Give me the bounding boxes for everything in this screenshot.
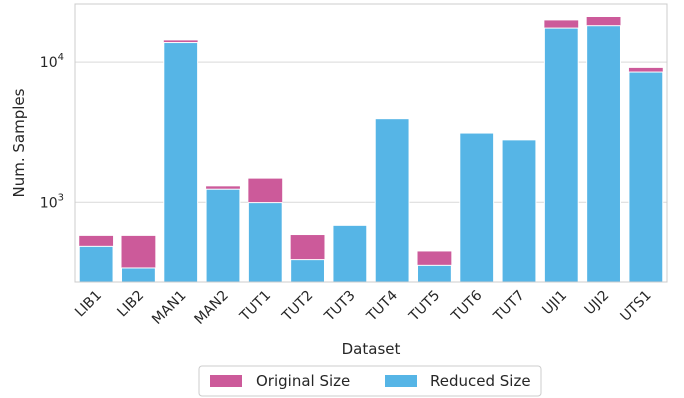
x-tick-label-tut3: TUT3 [321,288,359,326]
y-axis-title: Num. Samples [10,88,28,197]
y-tick-labels: 103 104 [40,52,64,211]
bar-reduced-tut5 [417,264,452,283]
bar-reduced-uji2 [586,25,621,283]
bar-reduced-uts1 [628,71,664,283]
x-tick-label-tut7: TUT7 [490,288,528,326]
bar-reduced-tut3 [332,224,368,283]
legend-box [198,365,542,397]
legend-swatch-reduced [385,375,417,387]
x-tick-label-lib1: LIB1 [72,288,105,321]
bar-reduced-tut7 [501,139,537,283]
x-tick-labels: LIB1 LIB2 MAN1 MAN2 TUT1 TUT2 TUT3 TUT4 TUT5 TUT6… [72,287,655,327]
y-tick-label-1: 104 [40,52,64,71]
x-tick-label-lib2: LIB2 [114,288,147,321]
x-tick-label-tut1: TUT1 [236,288,274,326]
bar-reduced-man2 [205,188,241,283]
x-tick-label-man1: MAN1 [149,288,189,328]
legend-label-reduced: Reduced Size [430,372,531,390]
x-tick-label-uji2: UJI2 [582,288,613,319]
bar-reduced-lib2 [121,267,156,283]
bar-reduced-man1 [163,42,199,283]
y-tick-label-0: 103 [40,192,64,211]
x-tick-label-tut5: TUT5 [406,288,444,326]
x-tick-label-uts1: UTS1 [617,288,654,325]
bar-reduced-tut2 [290,259,325,283]
bar-reduced-tut4 [374,118,410,283]
plot-frame [74,3,668,283]
x-axis-title: Dataset [342,340,401,358]
bar-reduced-lib1 [78,245,114,283]
legend: Original Size Reduced Size [198,365,542,397]
x-tick-label-man2: MAN2 [191,288,231,328]
bar-reduced-tut1 [247,202,283,283]
bars [78,16,664,283]
legend-label-original: Original Size [256,372,350,390]
bar-reduced-tut6 [459,132,495,283]
x-tick-label-uji1: UJI1 [539,288,570,319]
x-tick-label-tut6: TUT6 [448,287,486,325]
bar-reduced-uji1 [543,27,579,283]
x-tick-label-tut2: TUT2 [279,288,317,326]
legend-swatch-original [210,375,242,387]
x-tick-label-tut4: TUT4 [363,287,401,325]
